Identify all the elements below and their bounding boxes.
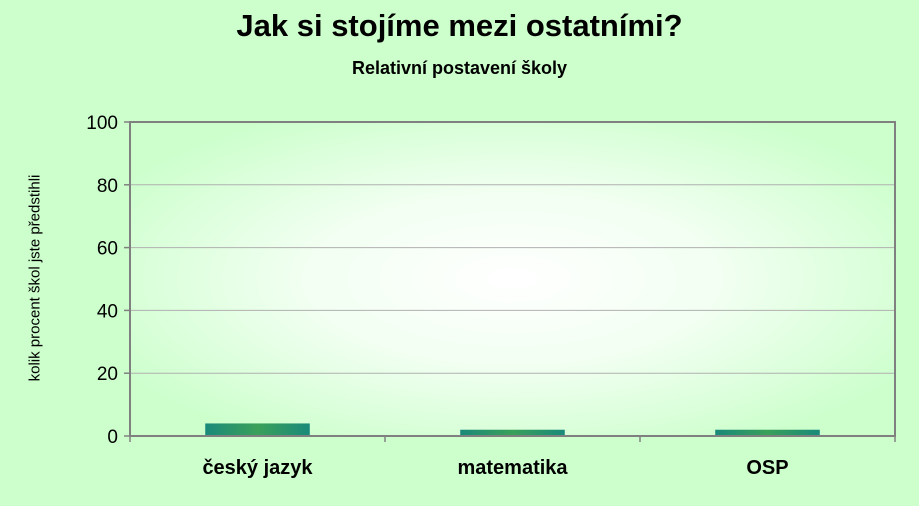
bar [205,423,310,436]
plot-frame [129,121,896,437]
chart-title: Jak si stojíme mezi ostatními? [236,8,683,43]
y-tick-label: 80 [97,176,118,197]
x-category-label: český jazyk [202,457,313,479]
chart-subtitle: Relativní postavení školy [351,58,568,78]
y-tick-label: 40 [97,301,118,322]
y-tick-label: 60 [97,239,118,260]
bar [460,429,565,436]
y-tick-label: 20 [97,364,118,385]
x-category-label: OSP [746,457,788,479]
bar [715,429,820,436]
y-tick-label: 100 [86,113,118,134]
y-tick-label: 0 [107,427,118,448]
x-category-label: matematika [457,457,568,479]
plot-area [130,122,895,436]
